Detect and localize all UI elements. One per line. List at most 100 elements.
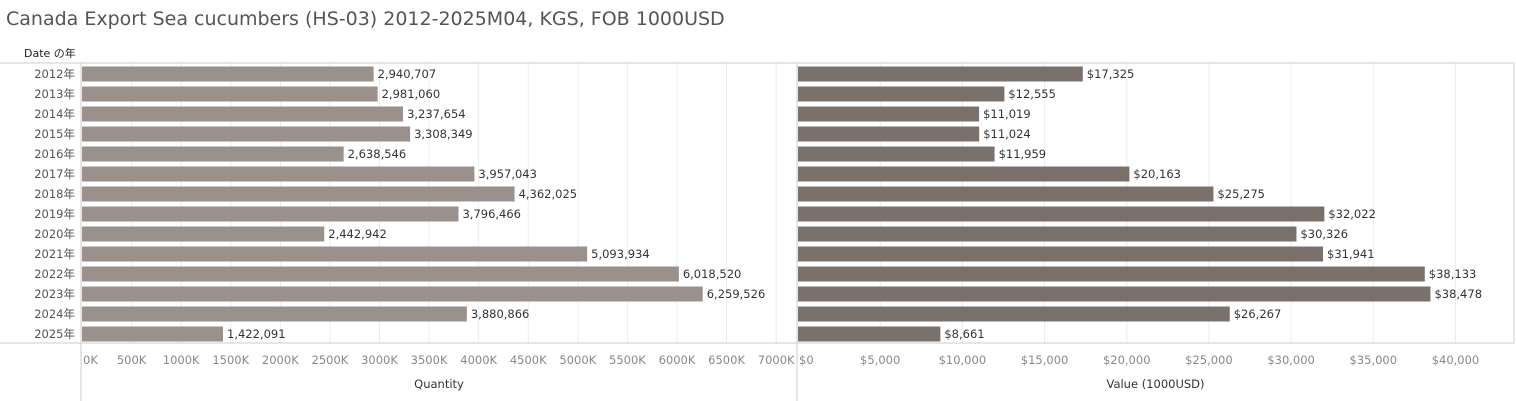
value-bar bbox=[798, 146, 995, 162]
category-label: 2012年 bbox=[34, 67, 75, 81]
quantity-bar bbox=[82, 126, 411, 142]
row-header: Date の年 bbox=[24, 46, 76, 60]
quantity-data-label: 2,981,060 bbox=[382, 87, 441, 101]
value-data-label: $8,661 bbox=[944, 327, 984, 341]
value-tick-label: $15,000 bbox=[1021, 353, 1069, 367]
category-label: 2015年 bbox=[34, 127, 75, 141]
value-tick-label: $0 bbox=[799, 353, 814, 367]
quantity-data-label: 3,308,349 bbox=[414, 127, 473, 141]
category-label: 2025年 bbox=[34, 327, 75, 341]
value-bar bbox=[798, 166, 1130, 182]
value-bar bbox=[798, 226, 1297, 242]
chart-title: Canada Export Sea cucumbers (HS-03) 2012… bbox=[6, 8, 725, 30]
category-label: 2019年 bbox=[34, 207, 75, 221]
quantity-tick-label: 5500K bbox=[609, 353, 646, 367]
quantity-tick-label: 6000K bbox=[659, 353, 696, 367]
value-bar bbox=[798, 86, 1005, 102]
value-bar bbox=[798, 246, 1324, 262]
category-label: 2020年 bbox=[34, 227, 75, 241]
value-data-label: $17,325 bbox=[1087, 67, 1135, 81]
category-label: 2022年 bbox=[34, 267, 75, 281]
value-bar bbox=[798, 286, 1431, 302]
quantity-bar bbox=[82, 186, 515, 202]
bars-layer bbox=[82, 66, 1431, 342]
labels-layer: 2,940,707 2,981,060 3,237,654 3,308,349 2,63… bbox=[227, 67, 1482, 341]
quantity-bar bbox=[82, 246, 588, 262]
quantity-bar bbox=[82, 226, 325, 242]
quantity-tick-label: 3000K bbox=[361, 353, 398, 367]
quantity-bar bbox=[82, 306, 467, 322]
quantity-data-label: 3,237,654 bbox=[407, 107, 466, 121]
value-data-label: $12,555 bbox=[1008, 87, 1056, 101]
value-bar bbox=[798, 306, 1230, 322]
value-tick-label: $10,000 bbox=[939, 353, 987, 367]
category-label: 2017年 bbox=[34, 167, 75, 181]
value-data-label: $38,133 bbox=[1429, 267, 1477, 281]
value-data-label: $32,022 bbox=[1328, 207, 1376, 221]
quantity-tick-label: 1000K bbox=[163, 353, 200, 367]
quantity-data-label: 6,259,526 bbox=[707, 287, 766, 301]
quantity-axis-title: Quantity bbox=[414, 377, 464, 391]
category-label: 2021年 bbox=[34, 247, 75, 261]
value-data-label: $31,941 bbox=[1327, 247, 1375, 261]
quantity-bar bbox=[82, 146, 344, 162]
quantity-tick-label: 4000K bbox=[460, 353, 497, 367]
quantity-data-label: 2,442,942 bbox=[328, 227, 387, 241]
value-tick-label: $25,000 bbox=[1185, 353, 1233, 367]
quantity-data-label: 3,957,043 bbox=[478, 167, 537, 181]
quantity-bar bbox=[82, 166, 475, 182]
quantity-data-label: 4,362,025 bbox=[519, 187, 578, 201]
quantity-data-label: 2,940,707 bbox=[378, 67, 437, 81]
axes-layer: 0K 500K 1000K 1500K 2000K 2500K 3000K 3500K 4000… bbox=[0, 62, 1515, 401]
quantity-bar bbox=[82, 106, 404, 122]
quantity-data-label: 3,880,866 bbox=[471, 307, 530, 321]
quantity-data-label: 6,018,520 bbox=[683, 267, 742, 281]
category-label: 2024年 bbox=[34, 307, 75, 321]
quantity-tick-label: 3500K bbox=[411, 353, 448, 367]
quantity-bar bbox=[82, 286, 703, 302]
value-tick-label: $5,000 bbox=[860, 353, 900, 367]
quantity-tick-label: 5000K bbox=[559, 353, 596, 367]
value-bar bbox=[798, 326, 941, 342]
quantity-tick-label: 4500K bbox=[510, 353, 547, 367]
value-tick-label: $20,000 bbox=[1103, 353, 1151, 367]
quantity-data-label: 1,422,091 bbox=[227, 327, 286, 341]
category-label: 2018年 bbox=[34, 187, 75, 201]
value-data-label: $11,019 bbox=[983, 107, 1031, 121]
value-data-label: $30,326 bbox=[1300, 227, 1348, 241]
value-bar bbox=[798, 66, 1083, 82]
quantity-bar bbox=[82, 326, 224, 342]
category-label: 2023年 bbox=[34, 287, 75, 301]
value-data-label: $26,267 bbox=[1234, 307, 1282, 321]
quantity-tick-label: 2500K bbox=[312, 353, 349, 367]
value-tick-label: $40,000 bbox=[1432, 353, 1480, 367]
quantity-bar bbox=[82, 266, 679, 282]
quantity-tick-label: 0K bbox=[83, 353, 98, 367]
quantity-bar bbox=[82, 66, 374, 82]
value-data-label: $11,024 bbox=[983, 127, 1031, 141]
category-label: 2016年 bbox=[34, 147, 75, 161]
category-label: 2013年 bbox=[34, 87, 75, 101]
value-bar bbox=[798, 206, 1325, 222]
quantity-bar bbox=[82, 206, 459, 222]
value-bar bbox=[798, 106, 980, 122]
value-data-label: $25,275 bbox=[1217, 187, 1265, 201]
value-tick-label: $35,000 bbox=[1350, 353, 1398, 367]
value-data-label: $38,478 bbox=[1434, 287, 1482, 301]
quantity-bar bbox=[82, 86, 378, 102]
quantity-tick-label: 2000K bbox=[262, 353, 299, 367]
quantity-tick-label: 1500K bbox=[212, 353, 249, 367]
quantity-tick-label: 6500K bbox=[708, 353, 745, 367]
value-axis-title: Value (1000USD) bbox=[1106, 377, 1204, 391]
quantity-tick-label: 7000K bbox=[758, 353, 795, 367]
value-bar bbox=[798, 186, 1214, 202]
value-bar bbox=[798, 266, 1425, 282]
quantity-data-label: 3,796,466 bbox=[462, 207, 521, 221]
quantity-data-label: 5,093,934 bbox=[591, 247, 650, 261]
quantity-tick-label: 500K bbox=[117, 353, 147, 367]
value-data-label: $11,959 bbox=[999, 147, 1047, 161]
value-data-label: $20,163 bbox=[1133, 167, 1181, 181]
quantity-data-label: 2,638,546 bbox=[348, 147, 407, 161]
category-label: 2014年 bbox=[34, 107, 75, 121]
